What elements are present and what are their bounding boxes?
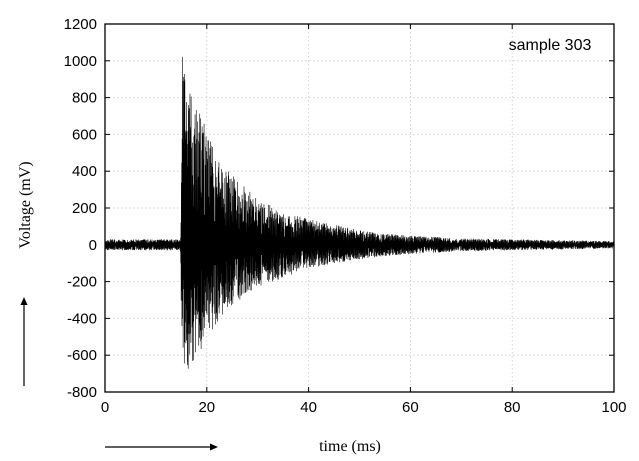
x-axis-title: time (ms)	[319, 438, 381, 455]
signal-trace	[104, 56, 615, 369]
x-tick-label: 40	[300, 399, 317, 416]
x-tick-label: 60	[402, 399, 419, 416]
y-tick-label: 800	[72, 90, 97, 107]
y-tick-label: 200	[72, 200, 97, 217]
x-direction-arrow	[105, 443, 218, 451]
y-axis-title: Voltage (mV)	[17, 161, 34, 248]
series-signal	[104, 56, 615, 369]
y-tick-label: -600	[67, 347, 97, 364]
x-tick-label: 100	[601, 399, 626, 416]
y-tick-label: 600	[72, 126, 97, 143]
y-tick-label: 1200	[64, 16, 97, 33]
x-tick-label: 80	[504, 399, 521, 416]
y-tick-label: -800	[67, 384, 97, 401]
y-tick-label: -200	[67, 274, 97, 291]
x-tick-label: 20	[198, 399, 215, 416]
y-direction-arrow	[20, 297, 28, 386]
y-tick-label: 400	[72, 163, 97, 180]
axis-ticks: 0 20 40 60 80 100 -800 -600 -400 -200 0 200 400 600 80…	[64, 16, 627, 416]
y-tick-label: 0	[89, 237, 97, 254]
y-tick-label: 1000	[64, 53, 97, 70]
x-tick-label: 0	[101, 399, 109, 416]
sample-annotation: sample 303	[509, 37, 592, 54]
y-tick-label: -400	[67, 310, 97, 327]
